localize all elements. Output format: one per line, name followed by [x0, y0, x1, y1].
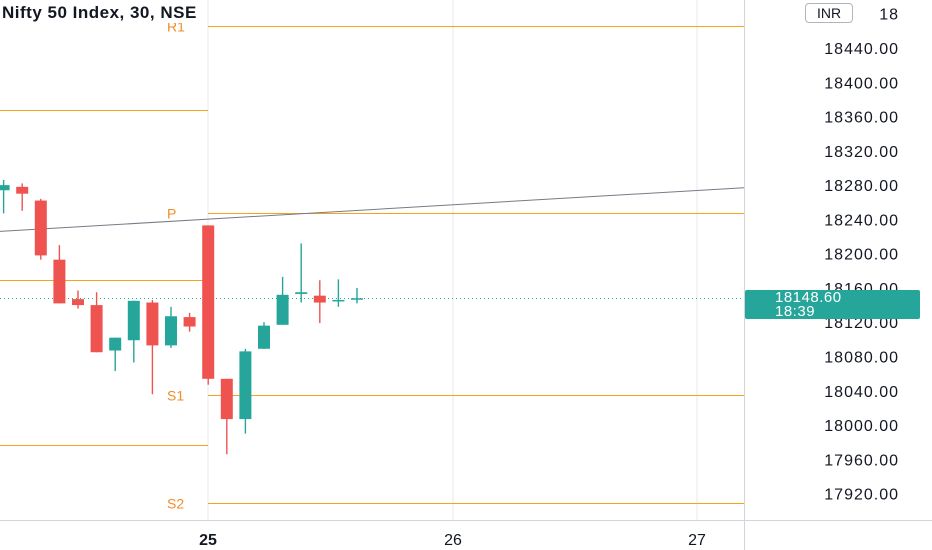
- candle: [276, 276, 289, 325]
- candle-body: [90, 305, 103, 353]
- candle: [239, 348, 252, 434]
- candle: [0, 179, 10, 214]
- candle-body: [332, 299, 345, 302]
- candle: [183, 312, 196, 332]
- candle: [258, 322, 270, 349]
- candle-body: [16, 186, 29, 194]
- symbol-title: Nifty 50 Index, 30, NSE: [0, 3, 201, 23]
- candle-body: [313, 295, 326, 303]
- price-tick-label: 18240.00: [824, 212, 899, 229]
- currency-badge[interactable]: INR: [805, 3, 853, 23]
- candle-body: [127, 300, 140, 341]
- last-price-value: 18148.60: [775, 289, 842, 306]
- candle-body: [34, 200, 47, 256]
- pivot-label-s1: S1: [167, 388, 184, 404]
- price-tick-label-partial: 18: [879, 7, 899, 24]
- candle: [72, 290, 84, 309]
- price-tick-label: 18280.00: [824, 178, 899, 195]
- pivot-label-s2: S2: [167, 496, 184, 512]
- price-tick-label: 18200.00: [824, 247, 899, 264]
- candle: [53, 245, 66, 304]
- candle-body: [258, 325, 270, 349]
- candle-body: [109, 337, 122, 351]
- candle: [332, 279, 345, 307]
- candle-body: [351, 298, 363, 300]
- candle-body: [165, 316, 177, 346]
- candle-body: [146, 302, 159, 346]
- candle: [109, 337, 122, 372]
- candle: [351, 287, 363, 304]
- candle-body: [295, 292, 308, 294]
- time-tick-label: 27: [688, 532, 706, 549]
- bar-countdown: 18:39: [775, 303, 816, 320]
- candle-body: [276, 294, 289, 325]
- candle: [90, 292, 103, 353]
- candle-body: [202, 225, 215, 379]
- price-tick-label: 18040.00: [824, 384, 899, 401]
- candle-body: [183, 317, 196, 327]
- candle: [202, 225, 215, 385]
- candle: [146, 299, 159, 395]
- candle: [313, 280, 326, 324]
- candle: [16, 183, 29, 211]
- candle: [220, 378, 233, 455]
- candle: [165, 306, 177, 348]
- candle: [295, 243, 308, 303]
- candle-body: [53, 259, 66, 304]
- trendline: [0, 187, 745, 232]
- time-tick-label: 25: [199, 532, 217, 549]
- price-tick-label: 18320.00: [824, 144, 899, 161]
- candle: [127, 300, 140, 363]
- price-tick-label: 18360.00: [824, 110, 899, 127]
- candle-body: [72, 299, 84, 306]
- candle-body: [239, 351, 252, 420]
- price-tick-label: 18000.00: [824, 418, 899, 435]
- candle-body: [220, 378, 233, 420]
- time-tick-label: 26: [444, 532, 462, 549]
- price-tick-label: 18440.00: [824, 41, 899, 58]
- candle: [34, 198, 47, 260]
- price-tick-label: 17960.00: [824, 452, 899, 469]
- price-tick-label: 17920.00: [824, 487, 899, 504]
- pivot-label-p: P: [167, 206, 176, 222]
- last-price-tag: 18148.60 18:39: [745, 290, 920, 319]
- price-tick-label: 18080.00: [824, 350, 899, 367]
- candle-body: [0, 185, 10, 191]
- price-tick-label: 18120.00: [824, 315, 899, 332]
- price-tick-label: 18400.00: [824, 75, 899, 92]
